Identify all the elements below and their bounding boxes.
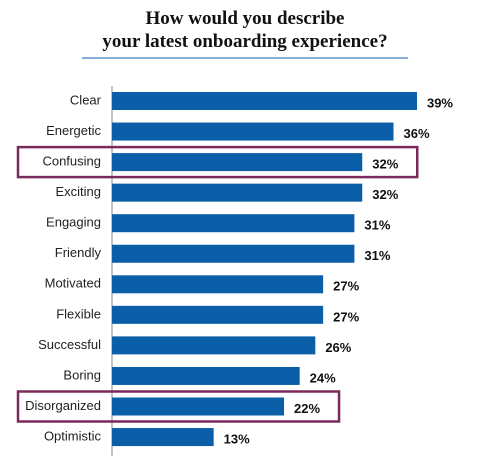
bar: [112, 305, 324, 324]
category-label: Clear: [70, 92, 102, 107]
value-label: 31%: [364, 218, 390, 233]
chart-title: your latest onboarding experience?: [102, 31, 387, 52]
value-label: 13%: [224, 431, 250, 446]
category-label: Friendly: [55, 245, 102, 260]
bar: [112, 183, 363, 202]
category-label: Exciting: [55, 184, 101, 199]
bar: [112, 428, 214, 447]
value-label: 27%: [333, 279, 359, 294]
category-label: Engaging: [46, 215, 101, 230]
category-label: Boring: [63, 367, 101, 382]
value-label: 32%: [372, 187, 398, 202]
bar: [112, 153, 363, 172]
bar: [112, 244, 355, 263]
bar: [112, 214, 355, 233]
bar: [112, 275, 324, 294]
bar: [112, 122, 394, 141]
bar: [112, 336, 316, 355]
highlight-box: [16, 390, 341, 423]
value-label: 31%: [364, 248, 390, 263]
value-label: 22%: [294, 401, 320, 416]
category-label: Flexible: [56, 306, 101, 321]
value-label: 26%: [325, 340, 351, 355]
chart-title: How would you describe: [146, 8, 345, 29]
bar: [112, 397, 285, 416]
highlight-box: [16, 145, 419, 179]
category-label: Energetic: [46, 123, 101, 138]
category-label: Confusing: [42, 154, 101, 169]
value-label: 27%: [333, 309, 359, 324]
category-label: Optimistic: [44, 428, 102, 443]
value-label: 24%: [310, 370, 336, 385]
value-label: 36%: [404, 126, 430, 141]
value-label: 32%: [372, 157, 398, 172]
bar: [112, 92, 417, 110]
value-label: 39%: [427, 95, 453, 110]
category-label: Disorganized: [25, 398, 101, 413]
category-label: Motivated: [45, 276, 101, 291]
category-label: Successful: [38, 337, 101, 352]
bar: [112, 366, 300, 385]
